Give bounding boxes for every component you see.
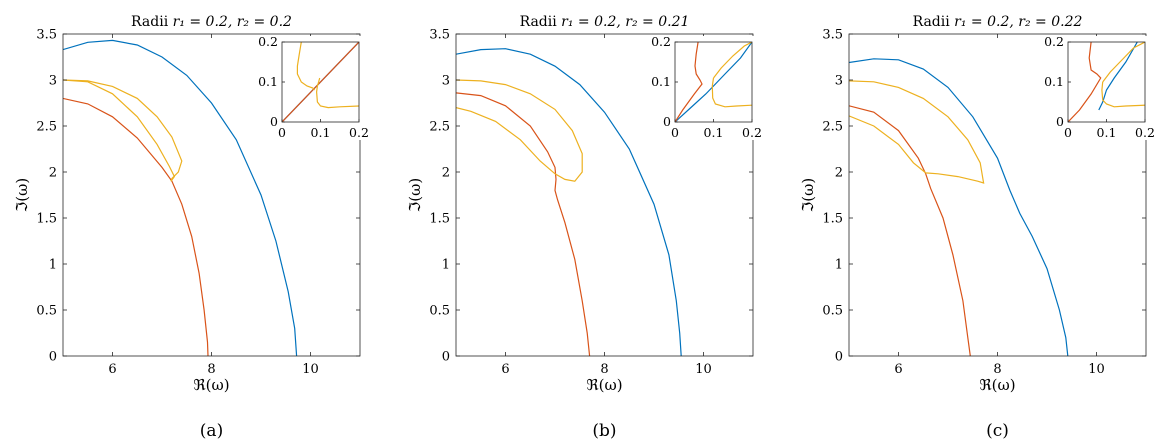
- chart-title-math: r₁ = 0.2, r₂ = 0.21: [561, 14, 689, 30]
- panel-caption: (c): [986, 421, 1009, 441]
- chart-title-prefix: Radii: [520, 14, 562, 30]
- y-tick-label: 2: [49, 166, 57, 181]
- chart-title: Radii r₁ = 0.2, r₂ = 0.21: [520, 14, 690, 30]
- series-line-blue: [849, 58, 1069, 356]
- y-tick-label: 1.5: [36, 212, 57, 227]
- y-tick-label: 3.5: [822, 28, 843, 43]
- x-tick-label: 8: [600, 362, 608, 377]
- y-tick-label: 3: [49, 74, 57, 89]
- x-axis-label: ℜ(ω): [586, 376, 622, 394]
- inset-series-line-orange: [282, 42, 359, 122]
- chart-panel-c: 6 8 10 0 0.5 1 1.5 2 2.5 3 3.5 Radii r₁ = 0.2, r₂ =…: [799, 14, 1155, 441]
- inset-series-line-blue: [675, 42, 752, 122]
- inset-y-tick-label: 0.1: [651, 74, 671, 89]
- series-line-orange: [456, 92, 591, 356]
- inset-x-tick-label: 0.2: [742, 125, 762, 140]
- chart-title: Radii r₁ = 0.2, r₂ = 0.22: [913, 14, 1083, 30]
- x-axis-label: ℜ(ω): [193, 376, 229, 394]
- y-axis-label: ℑ(ω): [799, 178, 817, 212]
- inset-x-tick-label: 0.2: [349, 125, 369, 140]
- x-tick-label: 10: [1088, 362, 1105, 377]
- inset-series-line-yellow: [315, 77, 359, 109]
- x-tick-label: 10: [302, 362, 319, 377]
- inset-axes: 0 0.1 0.2 0 0.1 0.2: [651, 34, 762, 140]
- x-tick-label: 8: [993, 362, 1001, 377]
- inset-y-tick-label: 0: [663, 114, 671, 129]
- inset-x-tick-label: 0.1: [1097, 125, 1117, 140]
- inset-series-line-orange: [675, 42, 703, 122]
- y-tick-label: 2.5: [429, 120, 450, 135]
- chart-title: Radii r₁ = 0.2, r₂ = 0.2: [131, 14, 292, 30]
- inset-series-line-yellow: [296, 42, 316, 91]
- inset-series-line-yellow: [713, 42, 752, 79]
- inset-axes: 0 0.1 0.2 0 0.1 0.2: [1044, 34, 1155, 140]
- chart-title-prefix: Radii: [131, 14, 173, 30]
- y-tick-label: 1: [442, 258, 450, 273]
- y-tick-label: 2: [835, 166, 843, 181]
- y-tick-label: 0.5: [36, 304, 57, 319]
- y-tick-label: 0.5: [429, 304, 450, 319]
- chart-title-math: r₁ = 0.2, r₂ = 0.22: [954, 14, 1082, 30]
- y-tick-label: 0: [49, 350, 57, 365]
- x-tick-label: 8: [207, 362, 215, 377]
- chart-title-prefix: Radii: [913, 14, 955, 30]
- y-tick-label: 3: [442, 74, 450, 89]
- y-axis-label: ℑ(ω): [406, 178, 424, 212]
- inset-x-tick-label: 0.2: [1135, 125, 1155, 140]
- y-tick-label: 3: [835, 74, 843, 89]
- y-tick-label: 0.5: [822, 304, 843, 319]
- y-tick-label: 1: [49, 258, 57, 273]
- inset-background: [659, 36, 758, 140]
- series-line-blue: [63, 39, 298, 356]
- series-line-orange: [63, 97, 209, 356]
- chart-title-math: r₁ = 0.2, r₂ = 0.2: [173, 14, 292, 30]
- y-tick-label: 1.5: [822, 212, 843, 227]
- inset-series-line-orange: [1068, 42, 1102, 122]
- inset-y-tick-label: 0.2: [258, 34, 278, 49]
- series-line-yellow: [63, 79, 183, 182]
- series-line-yellow: [849, 80, 985, 184]
- x-tick-label: 6: [894, 362, 902, 377]
- y-tick-label: 3.5: [36, 28, 57, 43]
- y-tick-label: 3.5: [429, 28, 450, 43]
- series-line-yellow: [456, 79, 583, 182]
- inset-axes: 0 0.1 0.2 0 0.1 0.2: [258, 34, 369, 140]
- x-axis-label: ℜ(ω): [979, 376, 1015, 394]
- y-tick-label: 1.5: [429, 212, 450, 227]
- x-tick-label: 6: [108, 362, 116, 377]
- y-tick-label: 2.5: [36, 120, 57, 135]
- inset-series-line-yellow: [1102, 42, 1145, 83]
- y-tick-label: 2.5: [822, 120, 843, 135]
- y-axis-label: ℑ(ω): [13, 178, 31, 212]
- series-line-blue: [456, 48, 682, 356]
- chart-panel-a: 6 8 10 0 0.5 1 1.5 2 2.5 3 3.5 Radii r₁ = 0.2, r₂ =…: [13, 14, 369, 441]
- inset-y-tick-label: 0.1: [258, 74, 278, 89]
- inset-y-tick-label: 0.2: [1044, 34, 1064, 49]
- y-tick-label: 2: [442, 166, 450, 181]
- y-tick-label: 0: [442, 350, 450, 365]
- inset-y-tick-label: 0.2: [651, 34, 671, 49]
- x-tick-label: 10: [695, 362, 712, 377]
- inset-x-tick-label: 0: [671, 125, 679, 140]
- inset-y-tick-label: 0: [1056, 114, 1064, 129]
- inset-series-line-yellow: [711, 77, 752, 108]
- inset-x-tick-label: 0: [278, 125, 286, 140]
- y-tick-label: 1: [835, 258, 843, 273]
- inset-x-tick-label: 0.1: [704, 125, 724, 140]
- inset-x-tick-label: 0.1: [311, 125, 331, 140]
- panel-caption: (b): [592, 421, 616, 441]
- inset-x-tick-label: 0: [1064, 125, 1072, 140]
- panel-caption: (a): [200, 421, 223, 441]
- y-tick-label: 0: [835, 350, 843, 365]
- series-line-orange: [849, 105, 971, 356]
- chart-panel-b: 6 8 10 0 0.5 1 1.5 2 2.5 3 3.5 Radii r₁ = 0.2, r₂ =…: [406, 14, 762, 441]
- inset-y-tick-label: 0: [270, 114, 278, 129]
- inset-y-tick-label: 0.1: [1044, 74, 1064, 89]
- inset-series-line-blue: [1098, 42, 1138, 111]
- inset-series-line-yellow: [1101, 81, 1145, 108]
- x-tick-label: 6: [501, 362, 509, 377]
